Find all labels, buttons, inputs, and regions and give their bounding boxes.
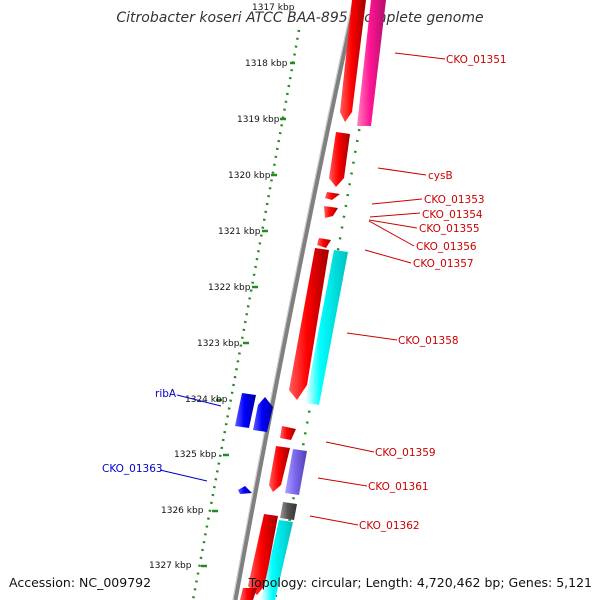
ruler-label: 1321 kbp bbox=[218, 227, 261, 237]
gene-feature[interactable] bbox=[340, 0, 366, 122]
ruler-label: 1327 kbp bbox=[149, 561, 192, 571]
gene-feature[interactable] bbox=[280, 426, 296, 440]
gene-label-cysB[interactable]: cysB bbox=[428, 170, 453, 182]
leader-line bbox=[377, 167, 427, 176]
leader-line bbox=[346, 332, 398, 341]
ruler-label: 1317 kbp bbox=[252, 3, 295, 13]
forward-features bbox=[240, 0, 366, 600]
accession-label: Accession: NC_009792 bbox=[9, 575, 152, 590]
ruler-label: 1318 kbp bbox=[245, 59, 288, 69]
gene-feature[interactable] bbox=[325, 192, 340, 200]
gene-feature[interactable] bbox=[289, 248, 329, 400]
leader-line bbox=[364, 249, 412, 264]
gene-label-CKO_01362[interactable]: CKO_01362 bbox=[359, 520, 420, 532]
leader-line bbox=[176, 394, 222, 407]
ruler-label: 1325 kbp bbox=[174, 450, 217, 460]
leader-line bbox=[309, 515, 359, 526]
ruler-label: 1320 kbp bbox=[228, 171, 271, 181]
gene-label-ribA[interactable]: ribA bbox=[155, 388, 177, 400]
leader-line bbox=[159, 469, 208, 482]
ruler-label: 1319 kbp bbox=[237, 115, 280, 125]
outer-track-features bbox=[261, 0, 386, 600]
topology-label: Topology: circular; Length: 4,720,462 bp… bbox=[248, 575, 592, 590]
leader-line bbox=[325, 441, 375, 453]
gene-feature[interactable] bbox=[240, 588, 257, 600]
leader-line bbox=[394, 52, 446, 60]
reverse-features bbox=[235, 393, 273, 494]
genome-title: Citrobacter koseri ATCC BAA-895, complet… bbox=[116, 10, 484, 26]
gene-feature-purple[interactable] bbox=[285, 449, 307, 495]
gene-label-CKO_01357[interactable]: CKO_01357 bbox=[413, 258, 474, 270]
leader-line bbox=[369, 212, 421, 218]
leader-line bbox=[368, 220, 415, 247]
gene-label-CKO_01358[interactable]: CKO_01358 bbox=[398, 335, 459, 347]
gene-label-CKO_01359[interactable]: CKO_01359 bbox=[375, 447, 436, 459]
leader-line bbox=[368, 219, 418, 229]
gene-feature[interactable] bbox=[329, 132, 350, 187]
backbone-highlight bbox=[232, 0, 354, 600]
gene-feature-cyan[interactable] bbox=[261, 520, 293, 600]
gene-feature[interactable] bbox=[253, 397, 273, 432]
leader-line bbox=[317, 477, 368, 487]
gene-label-CKO_01355[interactable]: CKO_01355 bbox=[419, 223, 480, 235]
gene-label-CKO_01353[interactable]: CKO_01353 bbox=[424, 194, 485, 206]
gene-feature[interactable] bbox=[248, 514, 278, 595]
gene-feature-CKO_01363[interactable] bbox=[238, 486, 252, 494]
gene-feature[interactable] bbox=[317, 238, 331, 248]
ruler-label: 1324 kbp bbox=[185, 395, 228, 405]
ruler-ticks bbox=[201, 61, 295, 568]
gene-label-CKO_01354[interactable]: CKO_01354 bbox=[422, 209, 483, 221]
gene-feature-gray[interactable] bbox=[280, 502, 297, 520]
gene-feature-ribA[interactable] bbox=[235, 393, 256, 428]
gene-feature-cyan[interactable] bbox=[305, 250, 348, 405]
gene-feature[interactable] bbox=[269, 446, 290, 492]
leader-line bbox=[371, 198, 423, 205]
gene-label-CKO_01351[interactable]: CKO_01351 bbox=[446, 54, 507, 66]
ruler-label: 1323 kbp bbox=[197, 339, 240, 349]
gene-label-CKO_01363[interactable]: CKO_01363 bbox=[102, 463, 163, 475]
ruler-label: 1322 kbp bbox=[208, 283, 251, 293]
gene-label-CKO_01356[interactable]: CKO_01356 bbox=[416, 241, 477, 253]
gene-feature-magenta[interactable] bbox=[357, 0, 386, 126]
ruler-label: 1326 kbp bbox=[161, 506, 204, 516]
backbone bbox=[232, 0, 358, 600]
gene-label-CKO_01361[interactable]: CKO_01361 bbox=[368, 481, 429, 493]
gene-feature[interactable] bbox=[324, 206, 338, 218]
